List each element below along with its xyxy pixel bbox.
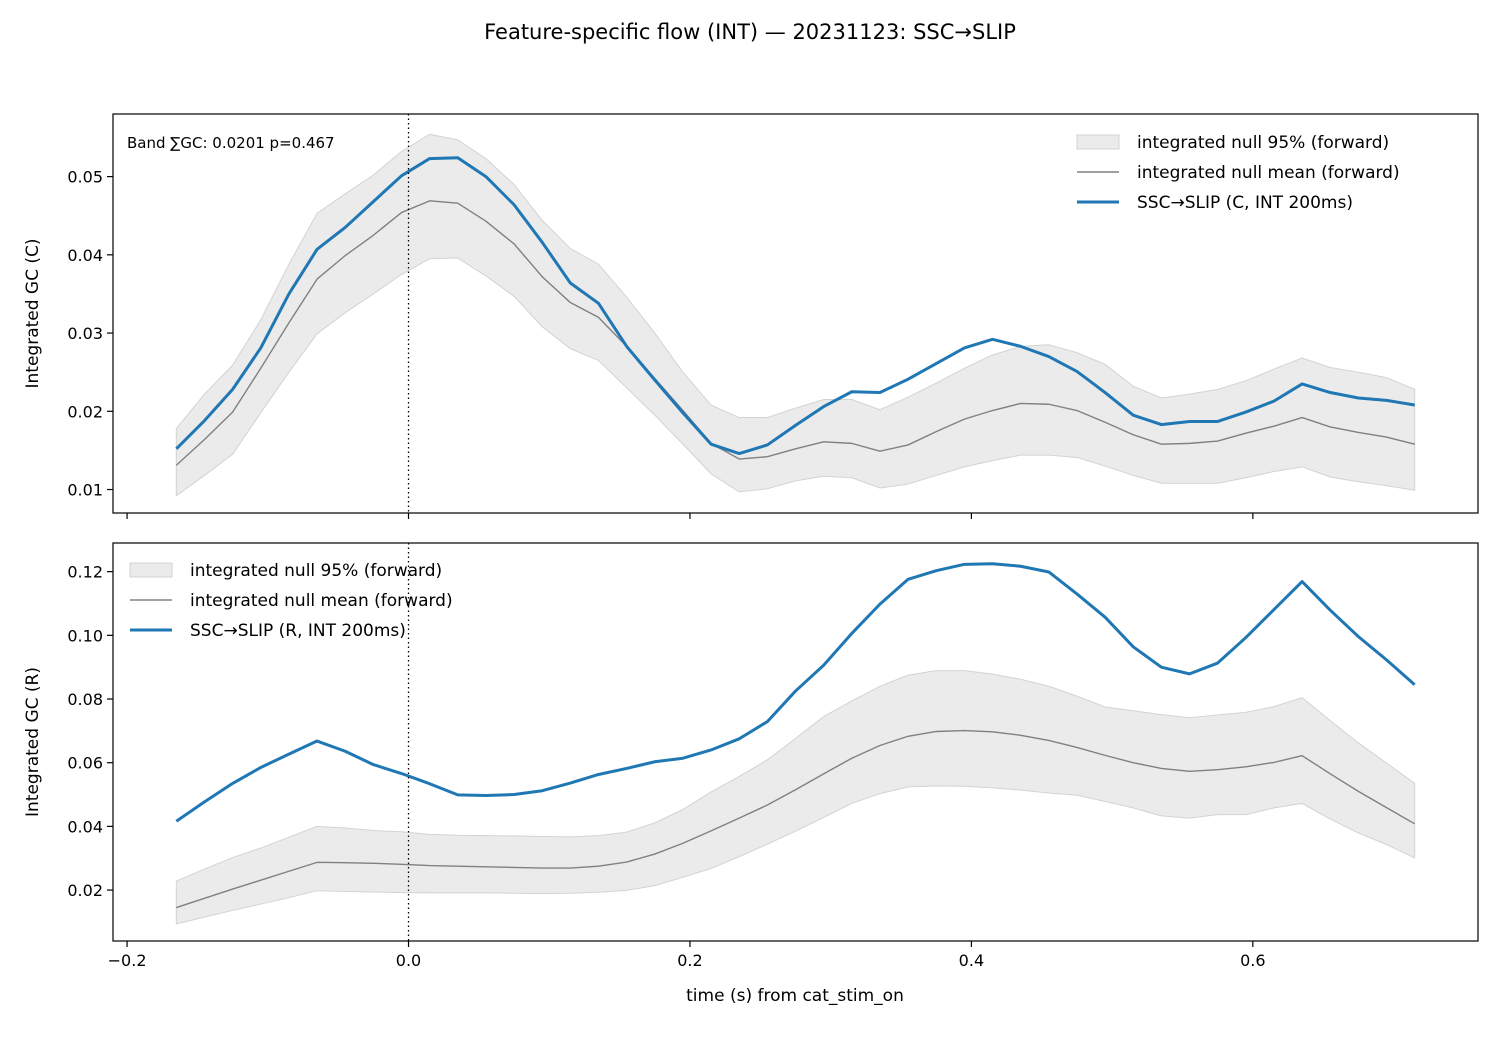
- legend-label: integrated null 95% (forward): [190, 561, 442, 581]
- x-tick-label: 0.0: [396, 951, 421, 970]
- observed-series-line: [175, 562, 1416, 823]
- legend-label: SSC→SLIP (C, INT 200ms): [1137, 193, 1353, 213]
- top-panel: 0.01 0.02 0.03 0.04 0.05 Integrated GC (C) Ban…: [23, 113, 1479, 519]
- figure-title: Feature-specific flow (INT) — 20231123: …: [484, 20, 1016, 44]
- legend-label: integrated null 95% (forward): [1137, 133, 1389, 153]
- legend-swatch-null-band: [129, 562, 173, 578]
- y-tick-label: 0.04: [67, 817, 103, 836]
- y-axis-label: Integrated GC (C): [23, 238, 43, 388]
- y-tick-label: 0.02: [67, 881, 103, 900]
- y-tick-label: 0.08: [67, 690, 103, 709]
- x-axis-label: time (s) from cat_stim_on: [686, 986, 904, 1006]
- legend: integrated null 95% (forward) integrated …: [1076, 133, 1400, 213]
- axes-frame: [112, 113, 1479, 514]
- x-tick-label: 0.6: [1240, 951, 1265, 970]
- y-axis-label: Integrated GC (R): [23, 667, 43, 817]
- y-tick-label: 0.01: [67, 481, 103, 500]
- null-mean-line: [175, 200, 1415, 466]
- axes-frame: [112, 542, 1479, 942]
- null-band-area: [175, 133, 1416, 497]
- legend-label: integrated null mean (forward): [190, 591, 453, 611]
- y-tick-label: 0.04: [67, 246, 103, 265]
- x-tick-label: −0.2: [108, 951, 147, 970]
- legend-label: SSC→SLIP (R, INT 200ms): [190, 621, 406, 641]
- y-tick-label: 0.10: [67, 626, 103, 645]
- observed-series-line: [175, 156, 1415, 456]
- y-tick-label: 0.05: [67, 168, 103, 187]
- null-band-area: [175, 670, 1416, 925]
- y-tick-label: 0.06: [67, 754, 103, 773]
- y-tick-label: 0.02: [67, 402, 103, 421]
- legend-swatch-null-band: [1076, 134, 1120, 150]
- bottom-panel: −0.2 0.0 0.2 0.4 0.6 0.02 0.04 0.06 0.08 0.10 0.12…: [23, 542, 1479, 970]
- band-sum-annotation: Band ∑GC: 0.0201 p=0.467: [127, 134, 335, 152]
- null-mean-line: [176, 729, 1416, 909]
- x-tick-label: 0.2: [677, 951, 702, 970]
- legend-label: integrated null mean (forward): [1137, 163, 1400, 183]
- y-tick-label: 0.12: [67, 563, 103, 582]
- legend: integrated null 95% (forward) integrated …: [129, 561, 453, 641]
- y-tick-label: 0.03: [67, 324, 103, 343]
- x-tick-label: 0.4: [959, 951, 984, 970]
